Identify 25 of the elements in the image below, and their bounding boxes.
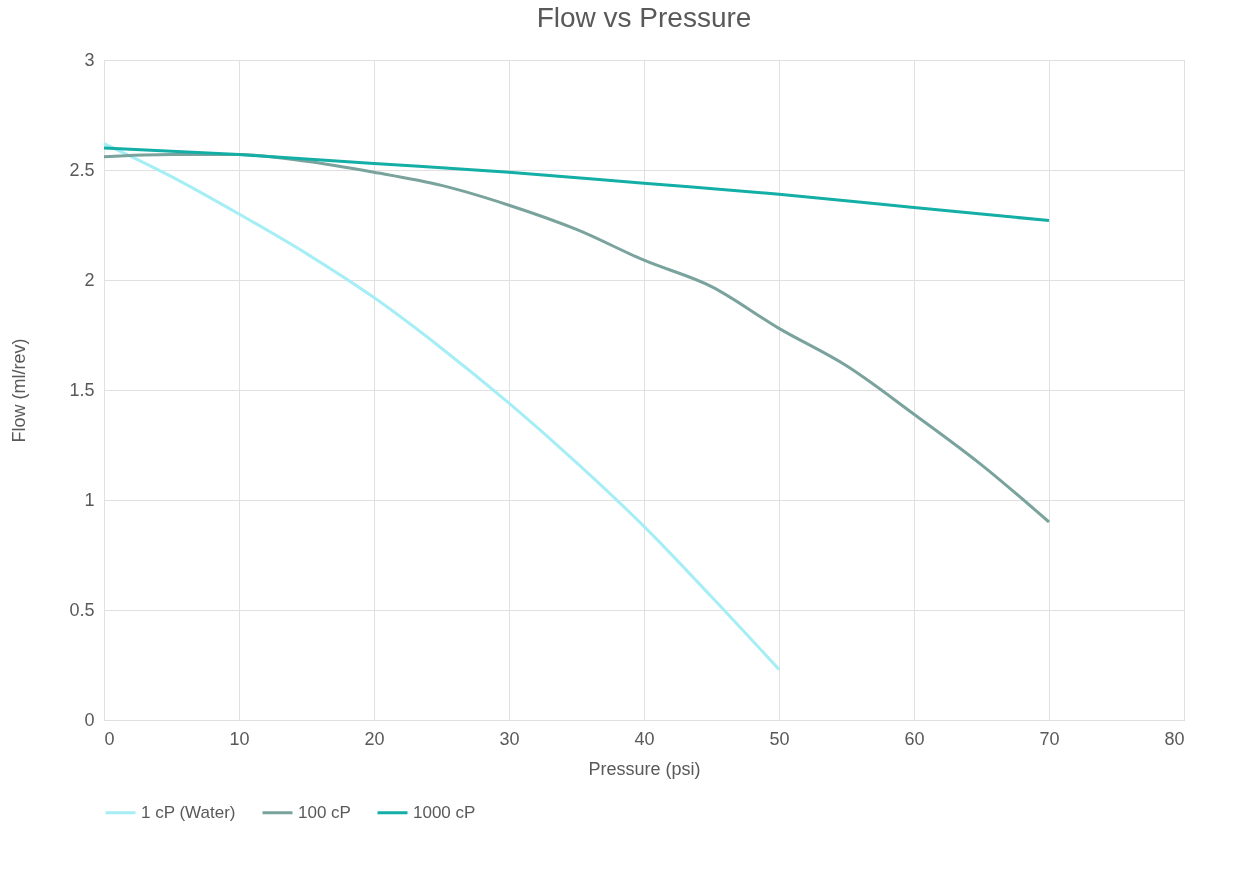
x-tick-label: 40 <box>634 728 655 749</box>
x-tick-label: 30 <box>499 728 520 749</box>
legend-label: 100 cP <box>298 802 351 822</box>
y-tick-label: 1 <box>84 489 95 510</box>
line-series <box>102 142 781 671</box>
chart-title: Flow vs Pressure <box>536 2 752 33</box>
legend-label: 1 cP (Water) <box>141 802 236 822</box>
x-tick-label: 70 <box>1039 728 1060 749</box>
x-tick-label: 10 <box>229 728 250 749</box>
legend-label: 1000 cP <box>413 802 476 822</box>
line-series <box>102 146 1051 223</box>
x-tick-label: 20 <box>364 728 385 749</box>
y-tick-label: 0 <box>84 709 95 730</box>
x-tick-label: 60 <box>904 728 925 749</box>
x-axis-title: Pressure (psi) <box>588 758 701 779</box>
y-tick-label: 2 <box>84 269 95 290</box>
x-tick-label: 80 <box>1164 728 1185 749</box>
line-series <box>102 153 1051 524</box>
x-tick-label: 0 <box>104 728 115 749</box>
y-tick-label: 3 <box>84 49 95 70</box>
x-tick-label: 50 <box>769 728 790 749</box>
y-tick-label: 1.5 <box>69 379 95 400</box>
y-tick-label: 0.5 <box>69 599 95 620</box>
y-axis-title: Flow (ml/rev) <box>9 338 30 443</box>
y-tick-label: 2.5 <box>69 159 95 180</box>
